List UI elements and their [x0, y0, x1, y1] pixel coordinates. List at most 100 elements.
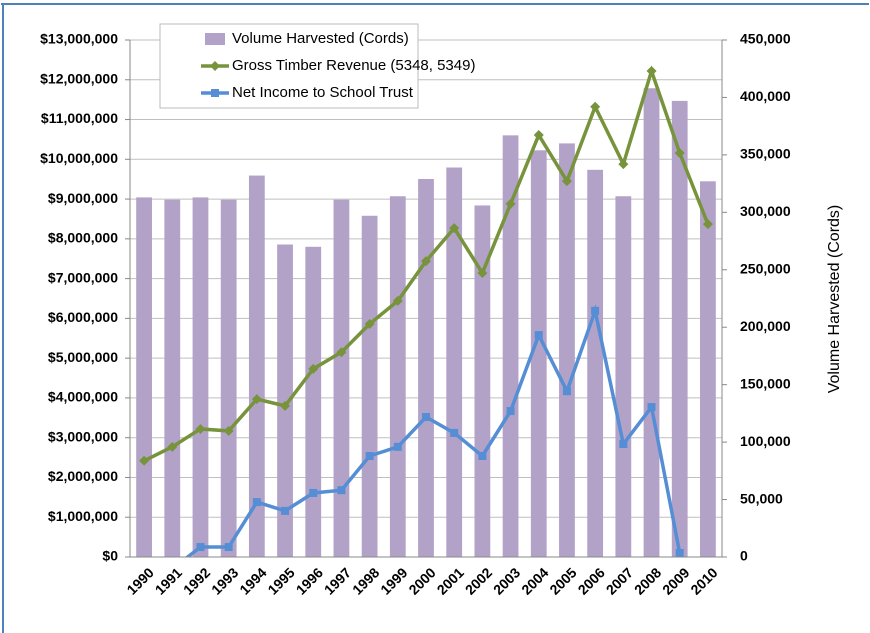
marker: [702, 219, 713, 230]
marker: [590, 101, 601, 112]
x-tick-label: 2003: [490, 564, 523, 597]
x-tick-label: 1994: [236, 564, 269, 597]
marker: [674, 147, 685, 158]
y2-tick-label: 250,000: [740, 260, 791, 276]
bar: [361, 215, 378, 557]
y2-tick-label: 450,000: [740, 31, 791, 47]
y-tick-label: $10,000,000: [40, 150, 118, 166]
x-tick-label: 1992: [180, 564, 213, 597]
bar: [587, 169, 604, 557]
legend-label: Gross Timber Revenue (5348, 5349): [232, 57, 475, 74]
y-tick-label: $3,000,000: [48, 428, 118, 444]
x-tick-label: 1995: [264, 564, 297, 597]
marker: [647, 403, 656, 412]
x-tick-label: 2007: [603, 564, 636, 597]
bar: [192, 197, 209, 558]
y2-axis-title: Volume Harvested (Cords): [826, 205, 843, 394]
x-tick-label: 1996: [293, 564, 326, 597]
y-tick-label: $4,000,000: [48, 389, 118, 405]
marker: [449, 223, 460, 234]
x-tick-label: 1997: [321, 564, 354, 597]
marker: [336, 347, 347, 358]
x-tick-label: 2000: [405, 564, 438, 597]
lines: [139, 65, 713, 557]
marker: [195, 423, 206, 434]
x-tick-label: 2006: [575, 564, 608, 597]
bar: [530, 150, 547, 557]
marker: [478, 451, 487, 460]
marker: [561, 176, 572, 187]
x-tick-label: 1993: [208, 564, 241, 597]
marker: [139, 455, 150, 466]
marker: [646, 66, 657, 77]
y-tick-label: $7,000,000: [48, 269, 118, 285]
legend-items: Volume Harvested (Cords) Gross Timber Rev…: [201, 30, 475, 101]
marker: [223, 425, 234, 436]
x-tick-label: 1998: [349, 564, 382, 597]
marker: [675, 549, 684, 557]
legend-marker: [211, 89, 219, 97]
x-tick-label: 1990: [123, 564, 156, 597]
x-tick-label: 2008: [631, 564, 664, 597]
marker: [505, 198, 516, 209]
marker: [506, 407, 515, 416]
marker: [534, 331, 543, 340]
marker: [196, 543, 205, 552]
y-tick-label: $5,000,000: [48, 349, 118, 365]
bar: [418, 179, 434, 557]
y2-tick-label: 50,000: [740, 490, 783, 506]
x-tick-label: 2002: [462, 564, 495, 597]
marker: [280, 400, 291, 411]
bar: [615, 196, 632, 557]
marker: [392, 295, 403, 306]
marker: [365, 451, 374, 460]
marker: [251, 394, 262, 405]
y-tick-label: $0: [102, 548, 118, 564]
bar: [389, 196, 406, 557]
y-tick-label: $6,000,000: [48, 309, 118, 325]
x-tick-label: 2001: [434, 564, 467, 597]
legend-label: Net Income to School Trust: [232, 84, 414, 101]
marker: [167, 441, 178, 452]
x-tick-label: 2005: [546, 564, 579, 597]
bar: [643, 88, 660, 558]
x-tick-label: 2010: [687, 564, 720, 597]
y2-tick-label: 0: [740, 548, 748, 564]
marker: [533, 130, 544, 141]
marker: [562, 387, 571, 396]
y2-tick-label: 400,000: [740, 88, 791, 104]
marker: [337, 486, 346, 495]
marker: [281, 506, 290, 515]
y-tick-label: $9,000,000: [48, 190, 118, 206]
bar: [502, 135, 519, 557]
bars: [136, 88, 716, 558]
y2-tick-label: 100,000: [740, 433, 791, 449]
marker: [619, 440, 628, 449]
marker: [252, 498, 261, 507]
marker: [308, 363, 319, 374]
bar: [446, 167, 463, 557]
y2-tick-label: 200,000: [740, 318, 791, 334]
y-tick-label: $12,000,000: [40, 70, 118, 86]
marker: [591, 306, 600, 315]
x-tick-label: 2009: [659, 564, 692, 597]
marker: [421, 256, 431, 267]
y-tick-label: $1,000,000: [48, 508, 118, 524]
bar: [333, 199, 350, 557]
bar: [136, 197, 152, 558]
y-tick-label: $2,000,000: [48, 468, 118, 484]
y-tick-label: $13,000,000: [40, 31, 118, 47]
marker: [364, 318, 375, 329]
y-tick-label: $8,000,000: [48, 230, 118, 246]
bar: [700, 181, 716, 557]
marker: [393, 442, 402, 451]
y2-tick-label: 350,000: [740, 146, 791, 162]
bar: [474, 205, 491, 557]
legend-swatch: [205, 33, 225, 45]
bar: [305, 246, 322, 558]
legend-label: Volume Harvested (Cords): [232, 30, 409, 47]
marker: [477, 268, 488, 279]
bar: [248, 175, 265, 557]
x-tick-label: 1991: [152, 564, 185, 597]
